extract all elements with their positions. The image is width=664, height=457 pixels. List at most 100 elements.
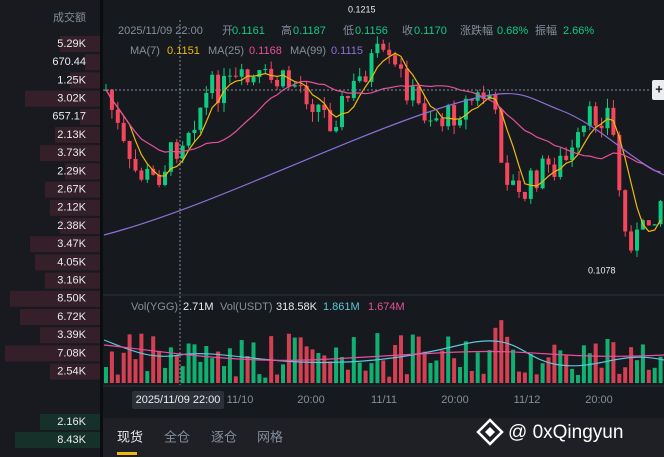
volume-bar	[210, 358, 215, 383]
candle-body	[257, 70, 262, 77]
depth-bar	[80, 108, 100, 125]
candle-body	[351, 80, 356, 99]
volume-bar	[534, 374, 539, 383]
watermark-shape-inner	[485, 427, 495, 437]
candle-body	[605, 107, 610, 129]
volume-bar	[163, 367, 167, 383]
volume-value: 2.16K	[57, 416, 86, 428]
volume-value: 2.67K	[57, 184, 86, 196]
candle-body	[469, 98, 474, 101]
bottom-tabs: 现货 全仓 逐仓 网格	[117, 429, 283, 444]
tab[interactable]: 网格	[257, 429, 283, 444]
tab[interactable]: 逐仓	[211, 429, 237, 444]
tab[interactable]: 现货	[117, 429, 143, 444]
candle-body	[552, 164, 557, 177]
candle-body	[216, 74, 221, 104]
volume-bar	[133, 359, 138, 383]
volume-value: 1.25K	[57, 74, 86, 86]
order-book-rows: 5.29K 670.44 1.25K 3.02K 657.17 2.13K 3.73K 2.2…	[5, 36, 100, 448]
candle-body	[363, 76, 368, 82]
tab[interactable]: 全仓	[164, 429, 190, 444]
candle-body	[133, 158, 138, 171]
volume-bar	[310, 349, 315, 383]
depth-bar	[20, 309, 100, 325]
candle-body	[151, 168, 156, 175]
x-tick-label: 20:00	[297, 394, 325, 406]
candle-body	[581, 125, 586, 133]
volume-bar	[440, 350, 445, 383]
info-item: 开	[222, 25, 233, 37]
volume-bar	[611, 342, 616, 383]
volume-bar	[233, 376, 238, 383]
candle-body	[522, 191, 527, 199]
candle-body	[115, 109, 120, 123]
candle-body	[345, 96, 350, 99]
high-mark: 0.1215	[348, 4, 376, 14]
candle-body	[540, 158, 545, 189]
volume-bar	[363, 370, 368, 383]
volume-info: 1.861M	[323, 301, 360, 313]
volume-bar	[576, 374, 580, 383]
volume-value: 7.08K	[57, 347, 86, 359]
candle-body	[180, 145, 185, 159]
candle-body	[463, 98, 468, 120]
volume-bar	[587, 353, 592, 383]
volume-bar	[629, 347, 634, 383]
volume-bar	[652, 367, 657, 383]
bottom-bar	[103, 418, 664, 457]
candle-body	[558, 155, 563, 177]
volume-info: 318.58K	[276, 301, 318, 313]
vol-ma-line	[103, 344, 664, 361]
depth-bar	[55, 127, 100, 143]
volume-bar	[564, 355, 569, 383]
volume-bar	[381, 360, 386, 383]
volume-info: Vol(USDT)	[220, 301, 273, 313]
candle-body	[393, 55, 398, 65]
candle-body	[458, 119, 462, 126]
volume-bar	[481, 373, 486, 383]
volume-bar	[522, 372, 527, 383]
ma-line	[105, 80, 661, 173]
volume-bar	[109, 351, 114, 383]
candle-body	[292, 85, 297, 87]
volume-bar	[546, 357, 551, 383]
candle-body	[251, 76, 256, 83]
volume-bar	[475, 352, 480, 383]
candle-body	[310, 104, 315, 113]
ma-value: 0.1168	[249, 45, 282, 57]
depth-bar	[40, 327, 100, 344]
candle-body	[233, 75, 238, 77]
candle-body	[328, 110, 333, 132]
ma-value: 0.1151	[167, 45, 200, 57]
volume-bar	[121, 352, 126, 383]
info-item: 收	[402, 23, 413, 37]
candle-body	[204, 92, 209, 108]
volume-bar	[216, 351, 221, 383]
volume-bar	[245, 356, 250, 383]
candle-body	[505, 162, 510, 185]
x-tick-label: 11/12	[514, 394, 541, 406]
candle-body	[570, 147, 575, 161]
volume-bar	[623, 367, 628, 383]
candle-body	[375, 43, 380, 54]
crosshair-time-box	[132, 391, 224, 409]
candle-body	[440, 118, 445, 127]
depth-bar	[10, 290, 100, 307]
volume-bar	[452, 358, 457, 383]
depth-bar	[15, 432, 100, 448]
add-button[interactable]	[652, 80, 664, 100]
info-item: 2025/11/09 22:00	[118, 25, 203, 37]
volume-value: 4.05K	[57, 256, 86, 268]
candle-body	[157, 174, 162, 185]
ma-line	[105, 52, 662, 233]
volume-bar	[428, 362, 433, 383]
volume-bar	[422, 351, 427, 383]
depth-bar	[85, 54, 100, 71]
volume-value: 5.29K	[57, 38, 86, 50]
candle-body	[298, 85, 303, 87]
volume-bar	[599, 367, 604, 383]
volume-bar	[281, 364, 285, 383]
candle-body	[239, 69, 244, 77]
candle-body	[121, 122, 126, 142]
volume-bar	[487, 350, 492, 383]
